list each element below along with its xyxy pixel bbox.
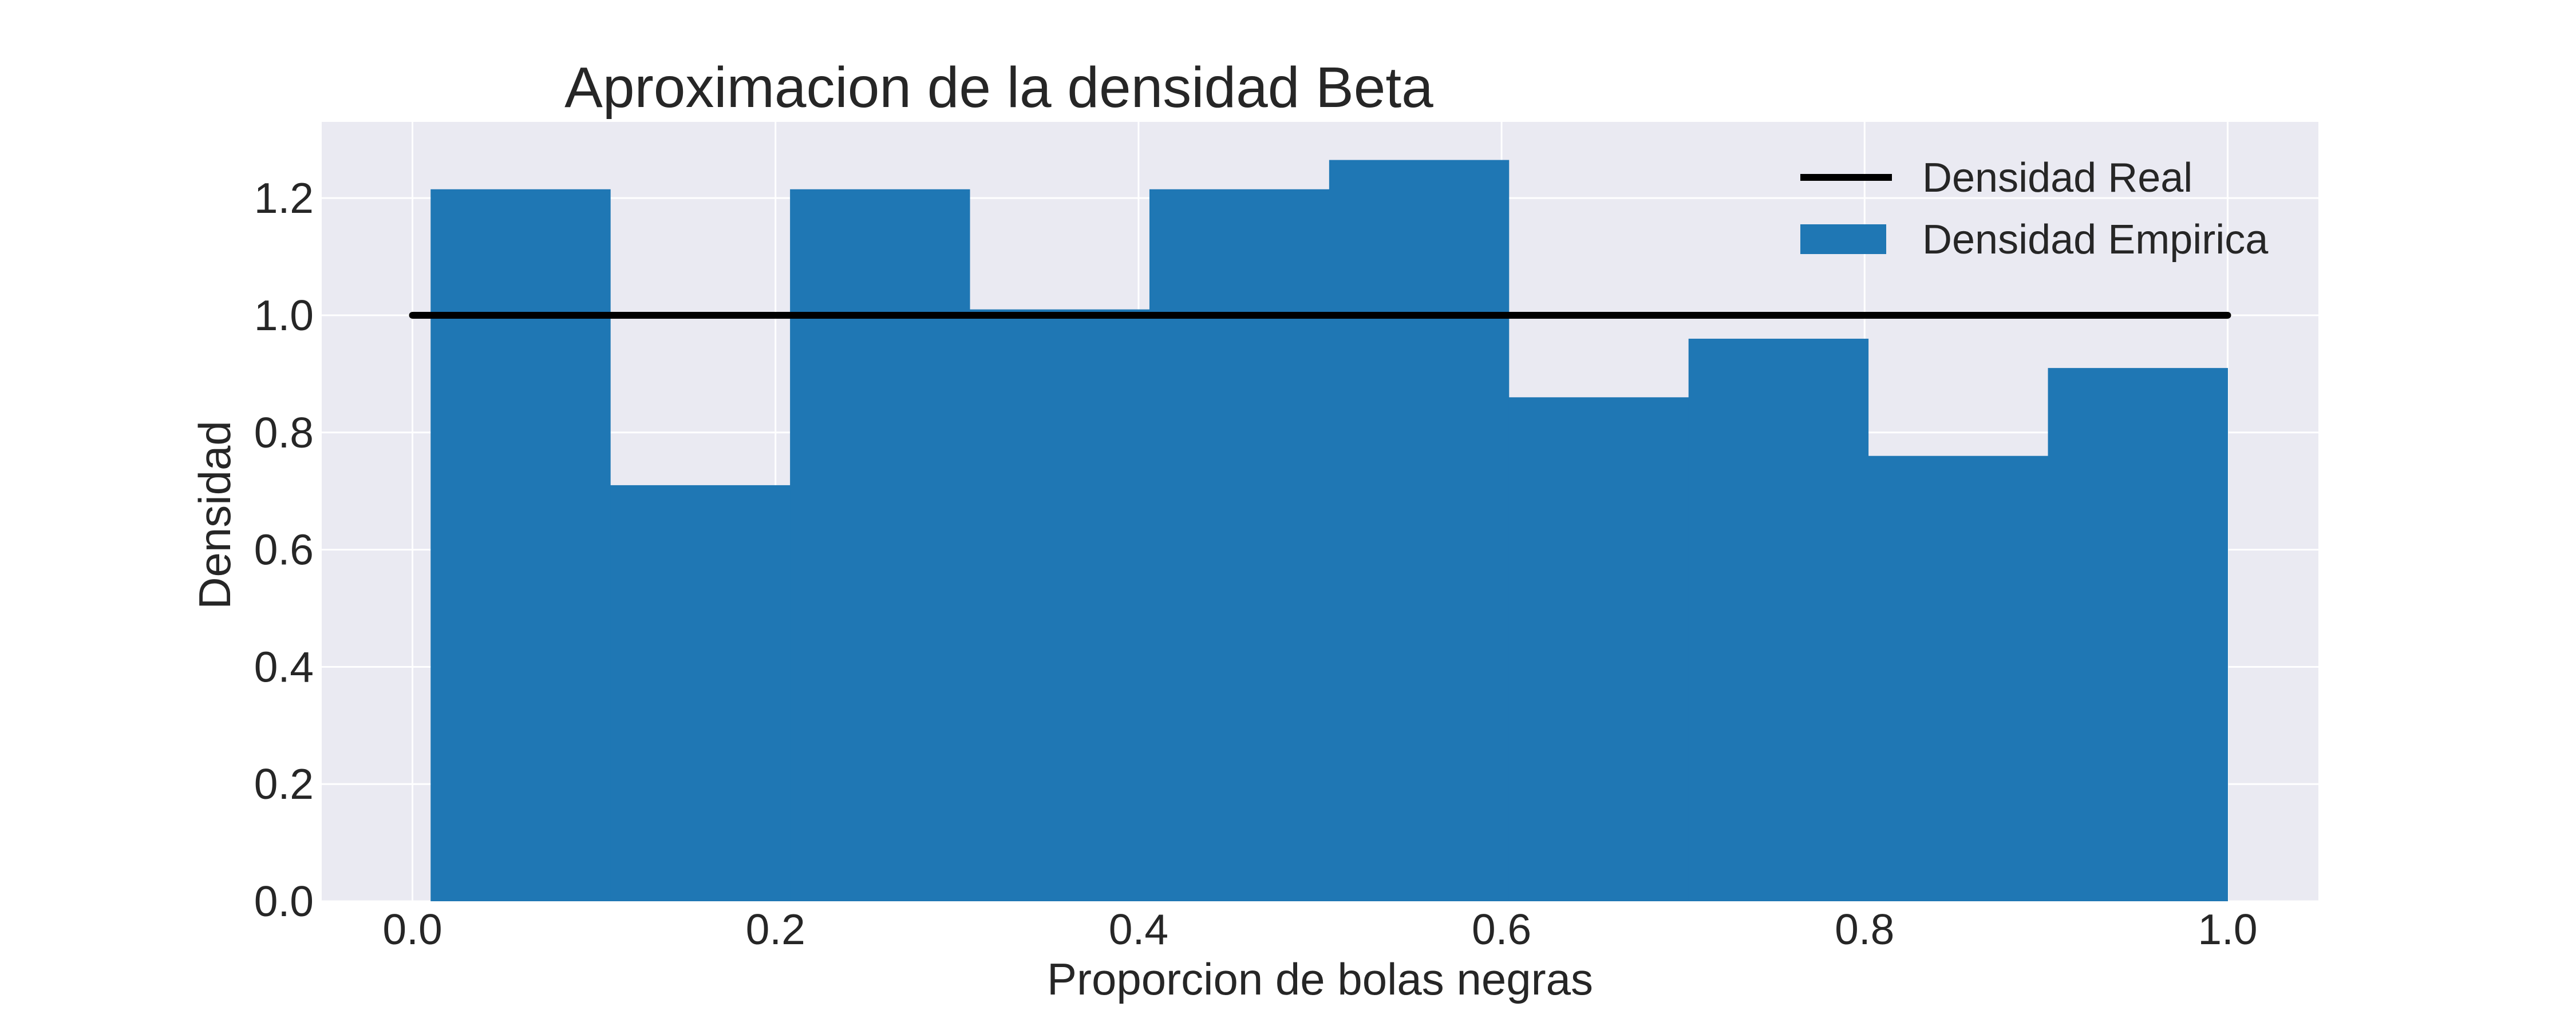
histogram-bars: [430, 160, 2228, 902]
x-tick-label: 0.4: [1109, 905, 1168, 953]
x-tick-label: 0.0: [382, 905, 442, 953]
histogram-bar: [1868, 455, 2049, 901]
x-tick-label: 0.8: [1835, 905, 1894, 953]
histogram-bar: [610, 485, 791, 901]
y-tick-label: 0.0: [254, 877, 314, 925]
y-tick-label: 0.2: [254, 760, 314, 808]
y-tick-label: 1.2: [254, 174, 314, 222]
histogram-bar: [2048, 368, 2228, 901]
histogram-bar: [1508, 397, 1689, 901]
x-tick-label: 0.6: [1472, 905, 1531, 953]
y-tick-label: 0.8: [254, 409, 314, 457]
y-axis-ticks: 0.0 0.2 0.4 0.6 0.8 1.0 1.2: [254, 174, 314, 925]
x-tick-label: 1.0: [2198, 905, 2257, 953]
histogram-bar: [1688, 338, 1869, 901]
legend: Densidad Real Densidad Empirica: [1800, 155, 2269, 263]
y-tick-label: 0.6: [254, 526, 314, 574]
histogram-bar: [970, 309, 1150, 901]
legend-label-empirica: Densidad Empirica: [1922, 217, 2269, 263]
legend-label-real: Densidad Real: [1922, 155, 2192, 201]
x-tick-label: 0.2: [746, 905, 805, 953]
y-axis-label: Densidad: [189, 421, 240, 609]
histogram-bar: [790, 189, 970, 902]
histogram-bar: [1149, 189, 1330, 902]
histogram-bar: [430, 189, 611, 902]
chart-title: Aproximacion de la densidad Beta: [564, 56, 1433, 120]
histogram-bar: [1329, 160, 1510, 901]
legend-bar-swatch: [1800, 224, 1886, 254]
x-axis-label: Proporcion de bolas negras: [1047, 954, 1593, 1004]
x-axis-ticks: 0.0 0.2 0.4 0.6 0.8 1.0: [382, 905, 2257, 953]
y-tick-label: 0.4: [254, 643, 314, 691]
y-tick-label: 1.0: [254, 291, 314, 339]
